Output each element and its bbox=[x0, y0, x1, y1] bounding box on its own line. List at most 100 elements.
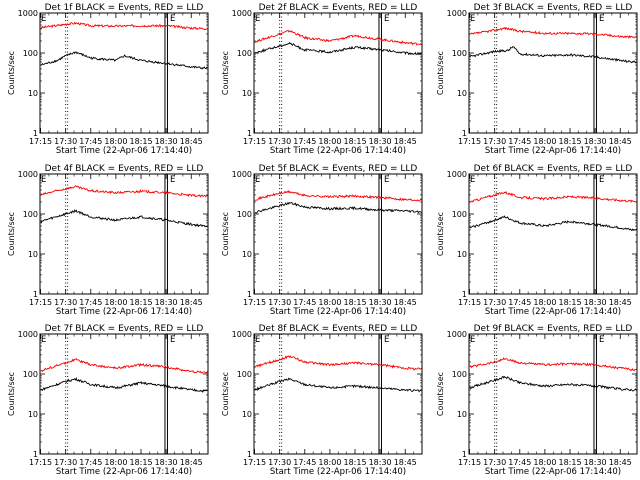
x-tick-label: 18:00 bbox=[318, 458, 341, 467]
events-series-line bbox=[40, 209, 208, 228]
x-axis-label: Start Time (22-Apr-06 17:14:40) bbox=[56, 146, 192, 156]
x-axis-label: Start Time (22-Apr-06 17:14:40) bbox=[270, 146, 406, 156]
event-marker-label: E bbox=[41, 335, 46, 345]
lld-series-line bbox=[40, 185, 208, 198]
chart-panel: Det 4f BLACK = Events, RED = LLD 1 10 100 10… bbox=[7, 164, 209, 317]
x-tick-label: 17:45 bbox=[79, 137, 102, 146]
y-tick-label: 1000 bbox=[18, 330, 38, 339]
plot-frame bbox=[253, 12, 423, 134]
x-tick-label: 17:45 bbox=[293, 298, 316, 307]
x-tick-label: 17:30 bbox=[268, 458, 291, 467]
x-tick-label: 18:45 bbox=[609, 137, 632, 146]
y-tick-label: 1000 bbox=[232, 330, 252, 339]
y-axis-label: Counts/sec bbox=[221, 51, 230, 95]
x-tick-label: 17:30 bbox=[483, 298, 506, 307]
x-tick-label: 18:30 bbox=[369, 298, 392, 307]
x-tick-label: 17:30 bbox=[54, 458, 77, 467]
y-tick-label: 1 bbox=[462, 450, 467, 459]
events-series-line bbox=[469, 215, 637, 232]
x-axis-label: Start Time (22-Apr-06 17:14:40) bbox=[485, 467, 621, 477]
y-tick-label: 100 bbox=[237, 210, 252, 219]
chart-panel: Det 2f BLACK = Events, RED = LLD 1 10 100 10… bbox=[221, 3, 423, 156]
event-marker-label: E bbox=[384, 14, 389, 24]
y-tick-label: 1 bbox=[247, 450, 252, 459]
event-marker-label: E bbox=[255, 175, 260, 185]
chart-panel: Det 3f BLACK = Events, RED = LLD 1 10 100 10… bbox=[436, 3, 638, 156]
chart-title: Det 8f BLACK = Events, RED = LLD bbox=[259, 324, 418, 334]
event-marker-label: E bbox=[255, 14, 260, 24]
x-tick-label: 18:00 bbox=[533, 298, 556, 307]
y-tick-label: 1 bbox=[247, 290, 252, 299]
y-tick-label: 10 bbox=[28, 250, 38, 259]
event-marker-label: E bbox=[170, 335, 175, 345]
chart-title: Det 2f BLACK = Events, RED = LLD bbox=[259, 3, 418, 13]
x-tick-label: 18:45 bbox=[180, 137, 203, 146]
x-tick-label: 18:45 bbox=[394, 298, 417, 307]
events-series-line bbox=[254, 377, 422, 393]
y-axis-label: Counts/sec bbox=[7, 51, 16, 95]
y-tick-label: 10 bbox=[242, 250, 252, 259]
chart-panel: Det 1f BLACK = Events, RED = LLD 1 10 100 10… bbox=[7, 3, 209, 156]
y-tick-label: 1000 bbox=[18, 9, 38, 18]
x-tick-label: 17:15 bbox=[458, 458, 481, 467]
lld-series-line bbox=[469, 190, 637, 203]
y-tick-label: 1 bbox=[462, 290, 467, 299]
plot-frame bbox=[468, 173, 638, 295]
y-tick-label: 10 bbox=[242, 89, 252, 98]
y-tick-label: 1000 bbox=[447, 170, 467, 179]
y-tick-label: 100 bbox=[23, 49, 38, 58]
y-tick-label: 1 bbox=[33, 129, 38, 138]
event-marker-label: E bbox=[384, 175, 389, 185]
events-series-line bbox=[40, 376, 208, 393]
x-tick-label: 17:30 bbox=[483, 137, 506, 146]
x-tick-label: 17:15 bbox=[29, 137, 52, 146]
y-tick-label: 1000 bbox=[232, 170, 252, 179]
chart-title: Det 5f BLACK = Events, RED = LLD bbox=[259, 164, 418, 174]
y-tick-label: 1000 bbox=[447, 9, 467, 18]
x-tick-label: 18:45 bbox=[180, 458, 203, 467]
plot-frame bbox=[468, 333, 638, 455]
lld-series-line bbox=[40, 21, 208, 31]
y-tick-label: 10 bbox=[457, 250, 467, 259]
event-marker-label: E bbox=[599, 175, 604, 185]
event-marker-label: E bbox=[599, 14, 604, 24]
x-tick-label: 18:00 bbox=[318, 298, 341, 307]
x-tick-label: 18:00 bbox=[533, 137, 556, 146]
y-tick-label: 100 bbox=[452, 49, 467, 58]
x-tick-label: 18:15 bbox=[129, 298, 152, 307]
x-axis-label: Start Time (22-Apr-06 17:14:40) bbox=[485, 307, 621, 317]
y-tick-label: 100 bbox=[452, 210, 467, 219]
x-tick-label: 18:30 bbox=[155, 137, 178, 146]
event-marker-label: E bbox=[255, 335, 260, 345]
x-tick-label: 18:45 bbox=[180, 298, 203, 307]
x-tick-label: 17:30 bbox=[268, 137, 291, 146]
x-tick-label: 18:15 bbox=[129, 458, 152, 467]
y-tick-label: 1 bbox=[462, 129, 467, 138]
x-tick-label: 18:45 bbox=[609, 458, 632, 467]
x-tick-label: 17:45 bbox=[293, 458, 316, 467]
event-marker-label: E bbox=[384, 335, 389, 345]
y-tick-label: 1 bbox=[33, 290, 38, 299]
x-tick-label: 17:15 bbox=[243, 298, 266, 307]
x-tick-label: 17:15 bbox=[243, 137, 266, 146]
y-axis-label: Counts/sec bbox=[436, 372, 445, 416]
y-tick-label: 100 bbox=[452, 370, 467, 379]
x-tick-label: 17:30 bbox=[54, 137, 77, 146]
x-axis-label: Start Time (22-Apr-06 17:14:40) bbox=[56, 307, 192, 317]
x-tick-label: 18:15 bbox=[129, 137, 152, 146]
x-tick-label: 18:15 bbox=[558, 137, 581, 146]
chart-panel: Det 6f BLACK = Events, RED = LLD 1 10 100 10… bbox=[436, 164, 638, 317]
x-tick-label: 18:30 bbox=[584, 137, 607, 146]
chart-title: Det 1f BLACK = Events, RED = LLD bbox=[45, 3, 204, 13]
x-tick-label: 18:30 bbox=[155, 458, 178, 467]
chart-title: Det 3f BLACK = Events, RED = LLD bbox=[474, 3, 633, 13]
y-tick-label: 10 bbox=[457, 410, 467, 419]
x-tick-label: 18:00 bbox=[104, 298, 127, 307]
x-tick-label: 17:45 bbox=[293, 137, 316, 146]
event-marker-label: E bbox=[41, 14, 46, 24]
chart-panel: Det 8f BLACK = Events, RED = LLD 1 10 100 10… bbox=[221, 324, 423, 477]
x-tick-label: 17:45 bbox=[79, 458, 102, 467]
event-marker-label: E bbox=[170, 175, 175, 185]
y-tick-label: 100 bbox=[237, 49, 252, 58]
y-tick-label: 10 bbox=[242, 410, 252, 419]
